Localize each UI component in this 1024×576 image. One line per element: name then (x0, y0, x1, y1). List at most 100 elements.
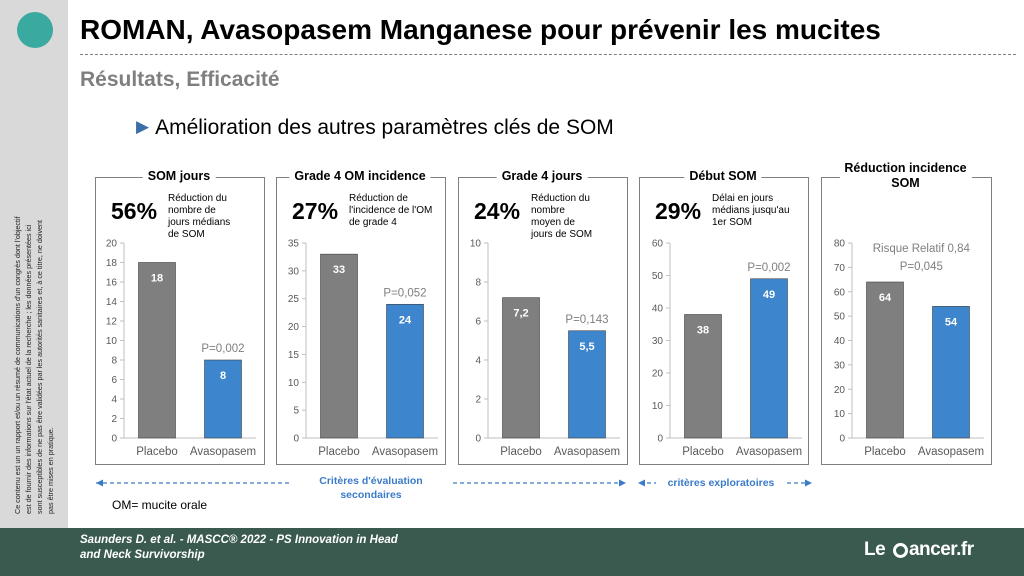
y-tick-label: 30 (288, 266, 300, 277)
reduction-description: Délai en jours médians jusqu'au 1er SOM (712, 193, 804, 229)
left-sidebar (0, 0, 68, 528)
panel-title: Grade 4 OM incidence (289, 169, 431, 184)
citation-line-2: and Neck Survivorship (80, 549, 205, 561)
secondary-label-line-2: secondaires (340, 489, 402, 501)
category-label: Placebo (500, 446, 542, 458)
bar-value-label: 64 (879, 292, 892, 304)
lecancer-logo[interactable]: Le ancer.fr (864, 539, 974, 561)
bar-value-label: 24 (399, 314, 412, 326)
category-label: Avasopasem (372, 446, 438, 458)
y-tick-label: 30 (834, 360, 846, 371)
y-tick-label: 50 (652, 271, 664, 282)
secondary-label-line-1: Critères d'évaluation (319, 475, 423, 487)
category-label: Placebo (682, 446, 724, 458)
category-label: Avasopasem (918, 446, 984, 458)
description-line: de SOM (168, 229, 205, 240)
y-tick-label: 4 (111, 395, 117, 406)
y-tick-label: 60 (652, 239, 664, 250)
y-tick-label: 20 (288, 322, 300, 333)
p-value-annotation: P=0,052 (383, 287, 426, 299)
logo-text-post: ancer.fr (908, 539, 974, 560)
description-line: de grade 4 (349, 217, 397, 228)
y-tick-label: 15 (288, 350, 300, 361)
avasopasem-bar (750, 278, 788, 439)
placebo-bar (502, 297, 540, 439)
panel-title: Début SOM (684, 169, 762, 184)
p-value-annotation: P=0,045 (900, 261, 943, 273)
bar-value-label: 18 (151, 273, 163, 285)
description-line: nombre de (168, 205, 216, 216)
reduction-percent: 24% (474, 198, 521, 224)
reduction-percent: 27% (292, 198, 339, 224)
y-tick-label: 0 (111, 434, 117, 445)
bullet-text: Amélioration des autres paramètres clés … (155, 116, 614, 139)
panel-title: Réduction incidence SOM (839, 161, 972, 191)
y-tick-label: 20 (834, 385, 846, 396)
om-footnote: OM= mucite orale (112, 498, 208, 512)
placebo-bar (320, 253, 358, 439)
description-line: Réduction du (168, 193, 227, 204)
panel-title-line: Grade 4 OM incidence (294, 169, 426, 183)
category-label: Placebo (136, 446, 178, 458)
category-label: Avasopasem (736, 446, 802, 458)
panel-title: SOM jours (142, 169, 216, 184)
y-tick-label: 25 (288, 294, 300, 305)
y-tick-label: 6 (111, 375, 117, 386)
description-line: moyen de (531, 217, 575, 228)
bar-value-label: 54 (945, 316, 958, 328)
y-tick-label: 10 (652, 401, 664, 412)
y-tick-label: 8 (475, 278, 481, 289)
category-label: Placebo (864, 446, 906, 458)
y-tick-label: 40 (652, 304, 664, 315)
description-line: nombre (531, 205, 565, 216)
bar-value-label: 8 (220, 370, 226, 382)
avasopasem-bar (932, 306, 970, 439)
bullet-point: ▶ Amélioration des autres paramètres clés… (136, 116, 614, 140)
bar-value-label: 5,5 (579, 341, 594, 353)
p-value-annotation: P=0,143 (565, 314, 608, 326)
footer-citation: Saunders D. et al. - MASCC® 2022 - PS In… (80, 533, 420, 563)
bar-value-label: 33 (333, 264, 345, 276)
y-tick-label: 10 (470, 239, 482, 250)
footer-bar (0, 528, 1024, 576)
y-tick-label: 50 (834, 312, 846, 323)
p-value-annotation: Risque Relatif 0,84 (873, 243, 971, 255)
citation-line-1: Saunders D. et al. - MASCC® 2022 - PS In… (80, 534, 398, 546)
y-tick-label: 2 (475, 395, 481, 406)
y-tick-label: 4 (475, 356, 481, 367)
y-tick-label: 12 (106, 317, 118, 328)
panel-title-line: SOM jours (147, 169, 211, 183)
y-tick-label: 20 (652, 369, 664, 380)
description-line: l'incidence de l'OM (349, 205, 433, 216)
y-tick-label: 8 (111, 356, 117, 367)
category-label: Avasopasem (190, 446, 256, 458)
avasopasem-bar (204, 359, 242, 439)
placebo-bar (866, 281, 904, 439)
panel-title-line: SOM (891, 176, 920, 190)
description-line: Réduction de (349, 193, 408, 204)
y-tick-label: 6 (475, 317, 481, 328)
y-tick-label: 80 (834, 239, 846, 250)
exploratory-criteria-label: critères exploratoires (656, 476, 786, 490)
bar-value-label: 7,2 (513, 308, 528, 320)
page-title: ROMAN, Avasopasem Manganese pour préveni… (80, 14, 881, 45)
avasopasem-bar (386, 303, 424, 439)
y-tick-label: 2 (111, 414, 117, 425)
logo-c-icon (892, 543, 908, 558)
p-value-annotation: P=0,002 (201, 343, 244, 355)
y-tick-label: 16 (106, 278, 118, 289)
y-tick-label: 70 (834, 263, 846, 274)
description-line: 1er SOM (712, 217, 753, 228)
panel-title-line: Grade 4 jours (501, 169, 583, 183)
reduction-percent: 56% (111, 198, 158, 224)
y-tick-label: 18 (106, 258, 118, 269)
bar-value-label: 38 (697, 325, 709, 337)
reduction-description: Réduction du nombre de jours médians de SOM (168, 193, 260, 241)
avasopasem-bar (568, 330, 606, 439)
description-line: jours médians (168, 217, 231, 228)
decorative-circle-icon (17, 12, 53, 48)
panel-title: Grade 4 jours (496, 169, 588, 184)
